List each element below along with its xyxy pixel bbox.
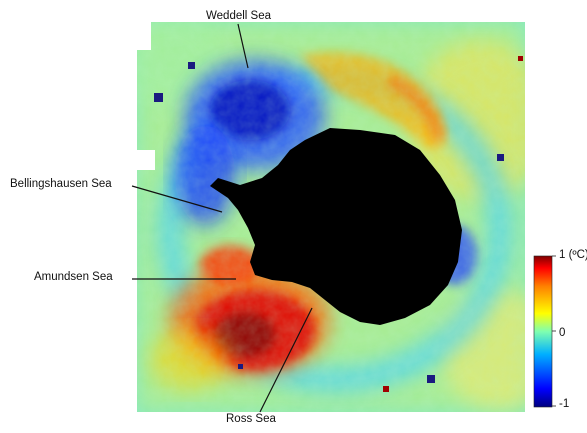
colorbar-mid-label: 0 [559, 327, 566, 339]
antarctica-landmass [210, 128, 462, 325]
bellingshausen-sea-label: Bellingshausen Sea [10, 178, 112, 190]
missing-data-markers [154, 56, 523, 392]
amundsen-sea-label: Amundsen Sea [34, 271, 113, 283]
ross-sea-label: Ross Sea [226, 413, 276, 425]
colorbar-max-label: 1 (ºC) [559, 249, 587, 261]
colorbar [533, 255, 553, 408]
leader-lines [131, 23, 313, 413]
weddell-sea-label: Weddell Sea [206, 10, 271, 22]
colorbar-min-label: -1 [559, 398, 570, 410]
